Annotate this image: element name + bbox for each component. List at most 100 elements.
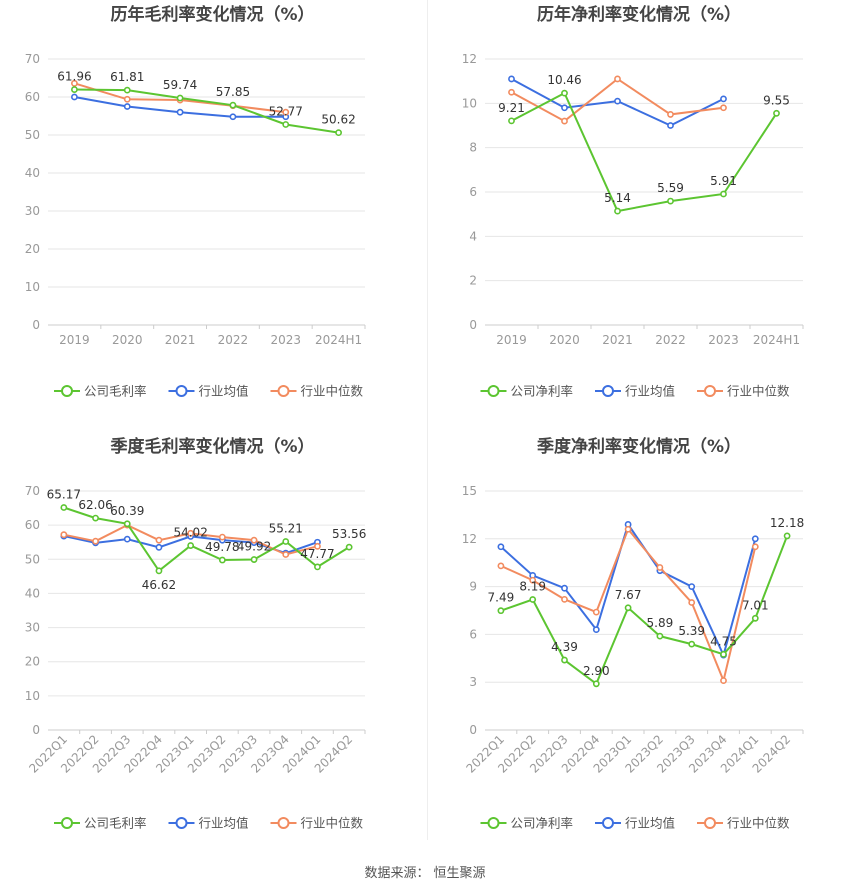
y-tick-label: 15 — [462, 484, 477, 498]
series-point-0 — [155, 567, 163, 575]
y-tick-label: 60 — [25, 90, 40, 104]
y-tick-label: 0 — [469, 723, 477, 737]
series-point-2 — [751, 543, 759, 551]
y-tick-label: 40 — [25, 166, 40, 180]
y-tick-label: 0 — [469, 318, 477, 332]
x-tick-label: 2022 — [218, 333, 249, 347]
series-point-2 — [71, 79, 78, 87]
series-point-0 — [314, 563, 321, 571]
series-point-2 — [667, 111, 674, 118]
series-point-0 — [561, 656, 568, 664]
x-tick-label: 2021 — [165, 333, 196, 347]
y-tick-label: 70 — [25, 52, 40, 66]
x-tick-label: 2022 — [655, 333, 686, 347]
chart-svg: 季度毛利率变化情况（%）0102030405060702022Q12022Q22… — [25, 436, 367, 831]
series-point-0 — [773, 109, 780, 117]
series-point-0 — [720, 190, 727, 198]
series-point-2 — [614, 75, 621, 83]
data-label: 4.39 — [551, 640, 578, 654]
series-point-2 — [561, 117, 568, 125]
legend-label: 公司净利率 — [511, 816, 574, 831]
series-line-0 — [63, 506, 350, 573]
series-point-2 — [218, 533, 226, 541]
legend-swatch-marker — [61, 817, 73, 829]
data-label: 49.92 — [237, 540, 271, 554]
legend-label: 行业均值 — [625, 384, 675, 399]
y-tick-label: 50 — [25, 552, 40, 566]
legend-label: 行业中位数 — [727, 816, 790, 831]
y-tick-label: 12 — [462, 532, 477, 546]
series-point-0 — [529, 596, 537, 603]
series-point-2 — [561, 595, 568, 603]
y-tick-label: 10 — [25, 280, 40, 294]
legend-label: 行业均值 — [199, 816, 249, 831]
legend: 公司净利率 行业均值 行业中位数 — [480, 816, 790, 831]
series-point-0 — [624, 604, 632, 612]
data-label: 52.77 — [269, 104, 303, 118]
legend-label: 行业均值 — [625, 816, 675, 831]
data-label: 47.77 — [300, 547, 334, 561]
legend-item: 行业均值 — [595, 384, 675, 399]
series-point-1 — [155, 543, 163, 551]
data-label: 8.19 — [519, 580, 546, 594]
data-label: 10.46 — [547, 73, 581, 87]
series-point-1 — [751, 535, 759, 543]
series-point-0 — [250, 556, 258, 563]
series-point-1 — [561, 104, 568, 112]
data-label: 59.74 — [163, 78, 197, 92]
y-tick-label: 0 — [32, 723, 40, 737]
series-point-0 — [335, 129, 342, 137]
series-point-1 — [561, 584, 568, 592]
series-point-0 — [229, 101, 237, 109]
quarterly-net-margin-chart: 季度净利率变化情况（%） 0 3 6 9 12 15 2022Q1 2022Q2 2022Q3 20… — [428, 432, 850, 852]
x-tick-label: 2021 — [602, 333, 633, 347]
legend-item: 公司净利率 — [480, 816, 574, 831]
series-point-2 — [624, 525, 632, 533]
series-point-2 — [497, 562, 505, 570]
series-point-2 — [720, 677, 727, 685]
data-label: 7.49 — [488, 591, 515, 605]
data-label: 9.21 — [498, 101, 525, 115]
series-point-2 — [720, 104, 727, 112]
data-label: 46.62 — [142, 578, 176, 592]
y-tick-label: 60 — [25, 518, 40, 532]
series-point-2 — [123, 95, 131, 103]
data-label: 65.17 — [47, 487, 81, 501]
data-label: 2.90 — [583, 664, 610, 678]
series-point-2 — [92, 537, 99, 545]
x-tick-label: 2024H1 — [753, 333, 800, 347]
series-point-2 — [688, 599, 696, 606]
data-label: 5.89 — [647, 616, 674, 630]
data-label: 61.96 — [57, 70, 91, 84]
chart-title: 季度净利率变化情况（%） — [537, 436, 741, 457]
annual-net-margin-chart: 历年净利率变化情况（%） 0 2 4 6 8 10 12 2019 2020 2021 2022 202… — [428, 0, 850, 410]
series-point-2 — [187, 529, 195, 537]
data-label: 54.02 — [173, 526, 207, 540]
series-point-0 — [282, 538, 290, 545]
data-label: 7.67 — [615, 588, 642, 602]
series-point-1 — [123, 103, 131, 110]
legend-swatch-marker — [602, 817, 614, 829]
series-point-0 — [751, 614, 759, 622]
legend-swatch-marker — [487, 817, 500, 829]
y-tick-label: 20 — [25, 655, 40, 669]
x-tick-label: 2019 — [496, 333, 527, 347]
legend-item: 行业中位数 — [697, 384, 790, 399]
data-label: 5.59 — [657, 181, 684, 195]
y-tick-label: 70 — [25, 484, 40, 498]
series-point-2 — [314, 542, 321, 550]
series-point-1 — [508, 75, 515, 83]
series-point-0 — [508, 117, 515, 125]
data-source-value: 恒生聚源 — [433, 866, 486, 881]
data-label: 53.56 — [332, 527, 366, 541]
x-tick-label: 2024H1 — [315, 333, 362, 347]
series-point-1 — [720, 95, 727, 103]
series-point-0 — [187, 542, 195, 549]
data-label: 5.14 — [604, 191, 631, 205]
data-label: 5.91 — [710, 174, 737, 188]
data-label: 60.39 — [110, 504, 144, 518]
legend-item: 行业中位数 — [270, 384, 364, 399]
series-point-0 — [592, 680, 600, 688]
series-point-1 — [123, 535, 131, 543]
data-label: 55.21 — [269, 521, 303, 535]
